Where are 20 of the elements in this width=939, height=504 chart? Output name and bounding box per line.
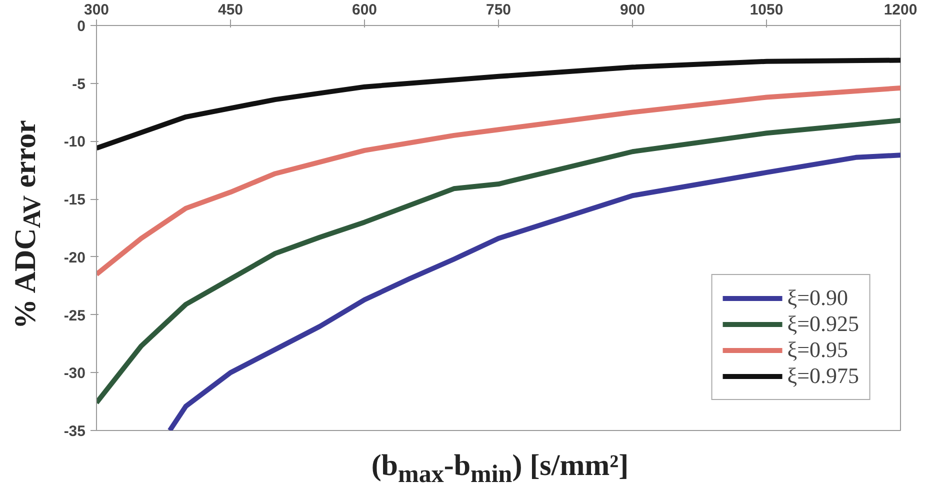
- y-tick-label: -20: [64, 249, 86, 266]
- legend-label: ξ=0.90: [787, 285, 848, 311]
- x-tick-label: 300: [84, 2, 110, 18]
- x-tick-label: 1200: [884, 2, 918, 18]
- y-tick-label: -25: [64, 307, 86, 324]
- y-tick-label: 0: [77, 18, 86, 35]
- x-tick-label: 1050: [750, 2, 784, 18]
- y-tick-label: -5: [72, 76, 86, 93]
- x-tick-label: 750: [486, 2, 512, 18]
- y-tick-label: -10: [64, 134, 86, 151]
- x-tick-label: 600: [352, 2, 378, 18]
- x-axis-title: (b$_{max}$-b$_{min}$) [s/mm²]: [370, 448, 630, 490]
- legend-label: ξ=0.975: [787, 363, 859, 389]
- y-tick-label: -30: [64, 365, 86, 382]
- x-tick-label: 900: [620, 2, 646, 18]
- y-tick-label: -15: [64, 192, 86, 209]
- legend-label: ξ=0.95: [787, 337, 848, 363]
- x-tick-label: 450: [218, 2, 244, 18]
- y-tick-label: -35: [64, 423, 86, 440]
- legend-label: ξ=0.925: [787, 311, 859, 337]
